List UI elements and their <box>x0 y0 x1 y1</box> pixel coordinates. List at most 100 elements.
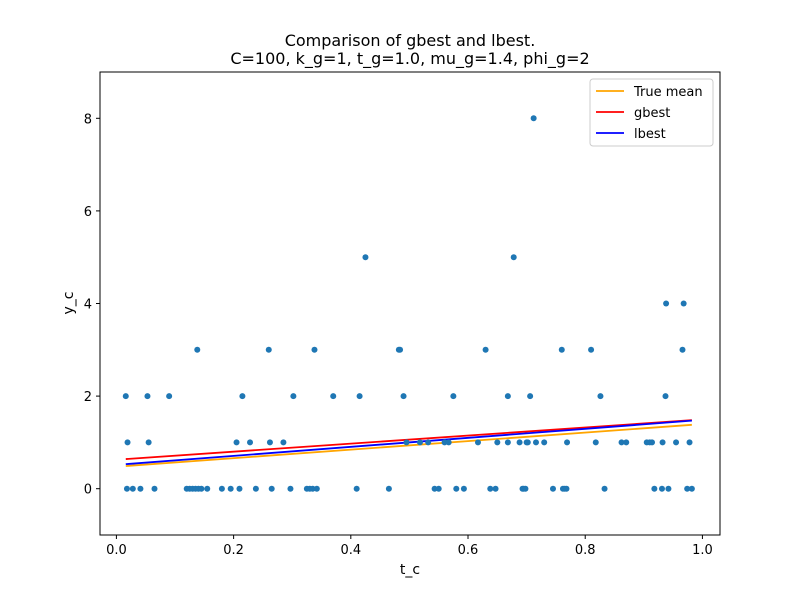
scatter-point <box>435 485 442 492</box>
scatter-point <box>686 439 693 446</box>
legend-label: lbest <box>634 127 666 142</box>
x-axis-ticks: 0.0 0.2 0.4 0.6 0.8 1.0 <box>106 535 713 558</box>
scatter-point <box>623 439 630 446</box>
scatter-point <box>252 485 259 492</box>
scatter-point <box>123 485 130 492</box>
x-tick-label: 0.6 <box>458 543 479 558</box>
scatter-point <box>290 393 297 400</box>
scatter-point <box>663 300 670 307</box>
scatter-point <box>385 485 392 492</box>
scatter-point <box>151 485 158 492</box>
scatter-point <box>450 393 457 400</box>
scatter-point <box>492 485 499 492</box>
scatter-point <box>445 439 452 446</box>
scatter-point <box>265 346 272 353</box>
x-tick-label: 0.4 <box>340 543 361 558</box>
scatter-point <box>487 485 494 492</box>
scatter-point <box>688 485 695 492</box>
scatter-point <box>662 393 669 400</box>
scatter-point <box>649 439 656 446</box>
scatter-point <box>588 346 595 353</box>
scatter-point <box>597 393 604 400</box>
scatter-point <box>558 346 565 353</box>
series-line-gbest <box>125 419 692 460</box>
scatter-point <box>524 439 531 446</box>
legend-label: True mean <box>633 85 703 100</box>
scatter-point <box>198 485 205 492</box>
scatter-points <box>122 115 695 492</box>
scatter-point <box>129 485 136 492</box>
scatter-point <box>233 439 240 446</box>
y-tick-label: 8 <box>84 112 92 127</box>
chart-title-line2: C=100, k_g=1, t_g=1.0, mu_g=1.4, phi_g=2 <box>230 49 589 69</box>
scatter-point <box>309 485 316 492</box>
x-tick-label: 0.0 <box>106 543 127 558</box>
legend-box <box>589 78 714 147</box>
scatter-point <box>397 346 404 353</box>
scatter-point <box>618 439 625 446</box>
x-tick-label: 1.0 <box>692 543 713 558</box>
scatter-point <box>145 439 152 446</box>
scatter-point <box>494 439 501 446</box>
scatter-point <box>522 485 529 492</box>
scatter-point <box>353 485 360 492</box>
scatter-point <box>592 439 599 446</box>
scatter-point <box>425 439 432 446</box>
scatter-point <box>453 485 460 492</box>
scatter-point <box>680 300 687 307</box>
x-axis-label: t_c <box>400 562 420 578</box>
scatter-point <box>194 346 201 353</box>
scatter-point <box>527 393 534 400</box>
scatter-point <box>166 393 173 400</box>
scatter-point <box>236 485 243 492</box>
scatter-point <box>403 439 410 446</box>
y-axis-ticks: 0 2 4 6 8 <box>84 112 100 498</box>
scatter-point <box>416 439 423 446</box>
scatter-point <box>601 485 608 492</box>
scatter-point <box>311 346 318 353</box>
scatter-point <box>482 346 489 353</box>
scatter-point <box>431 485 438 492</box>
scatter-point <box>665 485 672 492</box>
legend: True mean gbest lbest <box>589 78 714 147</box>
scatter-point <box>227 485 234 492</box>
scatter-point <box>474 439 481 446</box>
scatter-point <box>137 485 144 492</box>
y-axis-label: y_c <box>61 292 77 315</box>
scatter-point <box>280 439 287 446</box>
scatter-point <box>124 439 131 446</box>
scatter-point <box>658 485 665 492</box>
scatter-point <box>541 439 548 446</box>
y-tick-label: 4 <box>84 298 92 313</box>
y-tick-label: 6 <box>84 205 92 220</box>
scatter-point <box>510 254 517 261</box>
scatter-point <box>287 485 294 492</box>
scatter-point <box>549 485 556 492</box>
x-tick-label: 0.2 <box>223 543 244 558</box>
scatter-point <box>144 393 151 400</box>
scatter-point <box>218 485 225 492</box>
scatter-point <box>247 439 254 446</box>
legend-label: gbest <box>634 106 670 121</box>
scatter-point <box>532 439 539 446</box>
scatter-point <box>362 254 369 261</box>
scatter-point <box>679 346 686 353</box>
scatter-point <box>313 485 320 492</box>
scatter-point <box>460 485 467 492</box>
chart-title-line1: Comparison of gbest and lbest. <box>285 31 536 50</box>
scatter-point <box>268 485 275 492</box>
scatter-point <box>239 393 246 400</box>
x-tick-label: 0.8 <box>575 543 596 558</box>
scatter-point <box>659 439 666 446</box>
scatter-point <box>530 115 537 122</box>
scatter-point <box>504 439 511 446</box>
scatter-point <box>673 439 680 446</box>
scatter-point <box>204 485 211 492</box>
scatter-point <box>356 393 363 400</box>
y-tick-label: 2 <box>84 390 92 405</box>
scatter-point <box>564 439 571 446</box>
series-line-true-mean <box>125 423 692 467</box>
scatter-point <box>563 485 570 492</box>
scatter-point <box>122 393 129 400</box>
